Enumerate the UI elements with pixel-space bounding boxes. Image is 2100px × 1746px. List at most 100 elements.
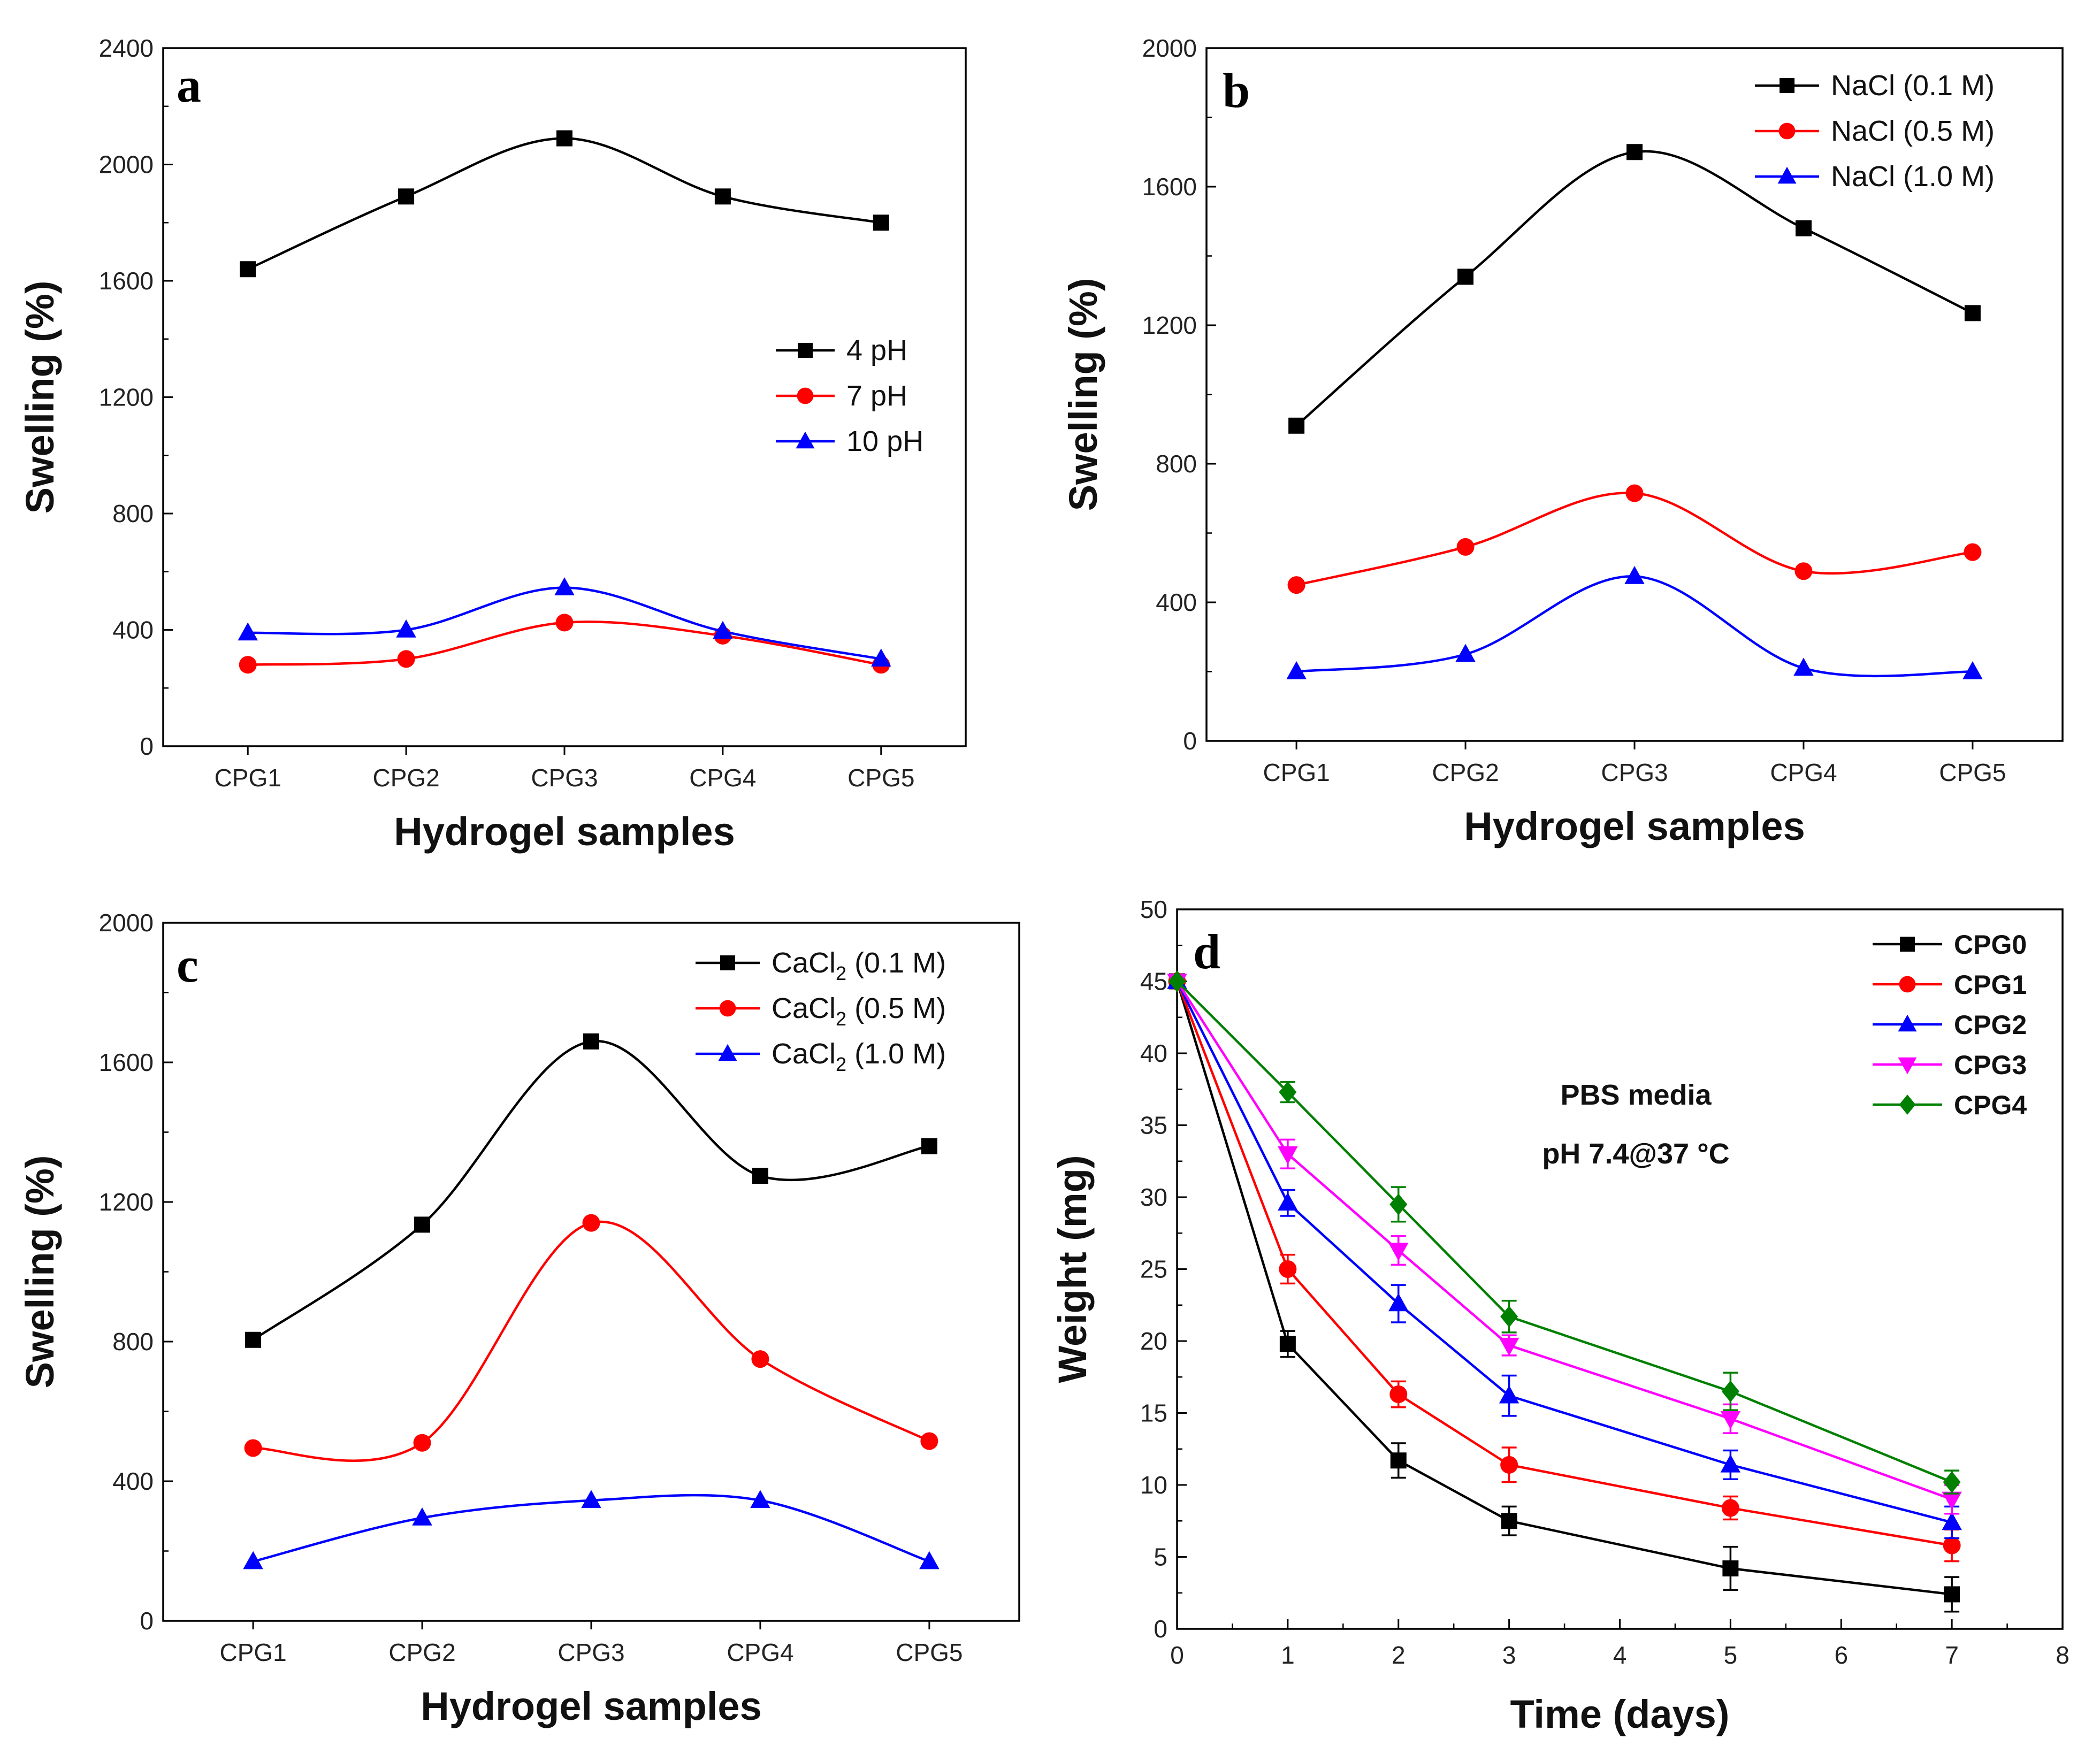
x-tick-label: CPG4 <box>689 764 756 792</box>
data-point <box>750 1490 770 1508</box>
y-axis-label: Swelling (%) <box>18 1155 62 1389</box>
x-axis-label: Hydrogel samples <box>1464 804 1805 848</box>
data-point <box>1389 1385 1408 1404</box>
x-tick-label: 1 <box>1281 1641 1295 1669</box>
data-point <box>1389 1193 1408 1215</box>
data-point <box>582 1214 600 1232</box>
data-point <box>554 577 575 595</box>
y-tick-label: 10 <box>1140 1471 1167 1499</box>
x-axis-label: Hydrogel samples <box>394 809 735 854</box>
legend-label: CPG3 <box>1954 1050 2027 1080</box>
legend-label-subscript: 2 <box>836 1053 846 1075</box>
legend: 4 pH 7 pH 10 pH <box>776 334 923 457</box>
data-point <box>714 188 731 205</box>
series-nacl-1-0-m- <box>1286 565 1983 679</box>
data-point <box>1279 1081 1297 1103</box>
y-tick-label: 20 <box>1140 1327 1167 1355</box>
data-point <box>398 188 415 205</box>
data-point <box>751 1350 769 1368</box>
x-tick-label: CPG3 <box>531 764 598 792</box>
x-tick-label: 4 <box>1613 1641 1627 1669</box>
series-cpg3 <box>1167 974 1962 1515</box>
legend-label-main: NaCl (1.0 M) <box>1831 160 1995 193</box>
legend-marker <box>1899 1094 1916 1115</box>
legend-marker <box>798 343 813 358</box>
data-point <box>240 261 256 278</box>
data-point <box>871 648 891 667</box>
data-point <box>1942 1491 1962 1510</box>
data-point <box>1794 562 1813 580</box>
x-tick-label: CPG5 <box>1939 759 2006 786</box>
data-point <box>1388 1243 1409 1261</box>
y-tick-label: 800 <box>112 500 154 527</box>
legend-marker <box>720 955 735 970</box>
series-nacl-0-5-m- <box>1287 484 1982 594</box>
series-line <box>1296 575 1973 678</box>
legend-item: NaCl (0.5 M) <box>1755 115 1995 147</box>
y-tick-label: 800 <box>112 1328 154 1356</box>
y-tick-label: 400 <box>1156 588 1197 616</box>
series-line <box>253 1220 930 1462</box>
legend-item: 4 pH <box>776 334 907 366</box>
legend-marker <box>719 1000 736 1017</box>
x-tick-label: 2 <box>1392 1641 1406 1669</box>
data-point <box>239 656 257 674</box>
y-tick-label: 400 <box>112 1467 154 1495</box>
legend-label-main: CPG2 <box>1954 1010 2027 1040</box>
data-point <box>1624 565 1645 584</box>
y-tick-label: 45 <box>1140 968 1167 995</box>
x-tick-label: 7 <box>1945 1641 1959 1669</box>
data-point <box>1288 417 1305 434</box>
y-axis-label: Swelling (%) <box>1061 278 1105 511</box>
x-tick-label: CPG1 <box>1263 759 1330 786</box>
legend-label-main: NaCl (0.5 M) <box>1831 115 1995 147</box>
legend-label-tail: (0.1 M) <box>846 947 946 979</box>
series-cpg0 <box>1169 973 1960 1613</box>
data-point <box>920 1432 938 1450</box>
data-point <box>583 1033 599 1050</box>
data-point <box>1287 576 1305 594</box>
x-tick-label: CPG4 <box>727 1638 793 1666</box>
legend-label: CPG0 <box>1954 930 2027 960</box>
panel-a: 0 400 800 1200 1600 2000 2400 CPG1 CPG2 CPG3 CPG4 C… <box>18 34 967 854</box>
data-point <box>873 215 889 231</box>
data-point <box>752 1168 768 1184</box>
legend: CaCl2 (0.1 M)CaCl2 (0.5 M)CaCl2 (1.0 M) <box>696 947 946 1075</box>
data-point <box>1964 543 1982 561</box>
data-point <box>244 1439 262 1457</box>
legend-marker <box>718 1044 737 1061</box>
series-nacl-0-1-m- <box>1288 144 1981 434</box>
annotation-text: pH 7.4@37 °C <box>1542 1138 1729 1170</box>
data-point <box>1286 661 1307 679</box>
series-line <box>252 1040 930 1341</box>
legend-item: CPG1 <box>1873 970 2027 1000</box>
y-axis-label: Swelling (%) <box>18 281 62 514</box>
x-tick-label: CPG2 <box>372 764 439 792</box>
x-tick-label: CPG3 <box>558 1638 624 1666</box>
y-tick-label: 35 <box>1140 1112 1167 1139</box>
y-tick-label: 0 <box>140 1607 154 1635</box>
data-point <box>414 1216 431 1233</box>
legend-marker <box>797 387 814 404</box>
panel-b: 0 400 800 1200 1600 2000 CPG1 CPG2 CPG3 CPG4 CPG5 H… <box>1061 34 2064 848</box>
legend-item: NaCl (1.0 M) <box>1755 160 1995 193</box>
legend-label-main: CaCl <box>772 947 836 979</box>
legend-item: CPG4 <box>1873 1090 2027 1120</box>
data-point <box>412 1507 432 1526</box>
legend-marker <box>1778 122 1796 140</box>
legend-label: CaCl2 (0.5 M) <box>772 992 946 1030</box>
y-tick-label: 50 <box>1140 895 1167 923</box>
legend-label: CPG4 <box>1954 1090 2027 1120</box>
legend-label-main: 4 pH <box>846 334 907 366</box>
legend-item: CPG3 <box>1873 1050 2027 1080</box>
annotation-text: PBS media <box>1560 1079 1712 1111</box>
legend-label: 7 pH <box>846 380 907 412</box>
data-point <box>1278 1192 1298 1211</box>
y-tick-label: 2000 <box>99 151 154 179</box>
data-point <box>919 1551 940 1569</box>
plot-frame <box>162 922 1020 1622</box>
y-tick-label: 5 <box>1154 1543 1167 1571</box>
x-tick-label: CPG4 <box>1770 759 1837 786</box>
